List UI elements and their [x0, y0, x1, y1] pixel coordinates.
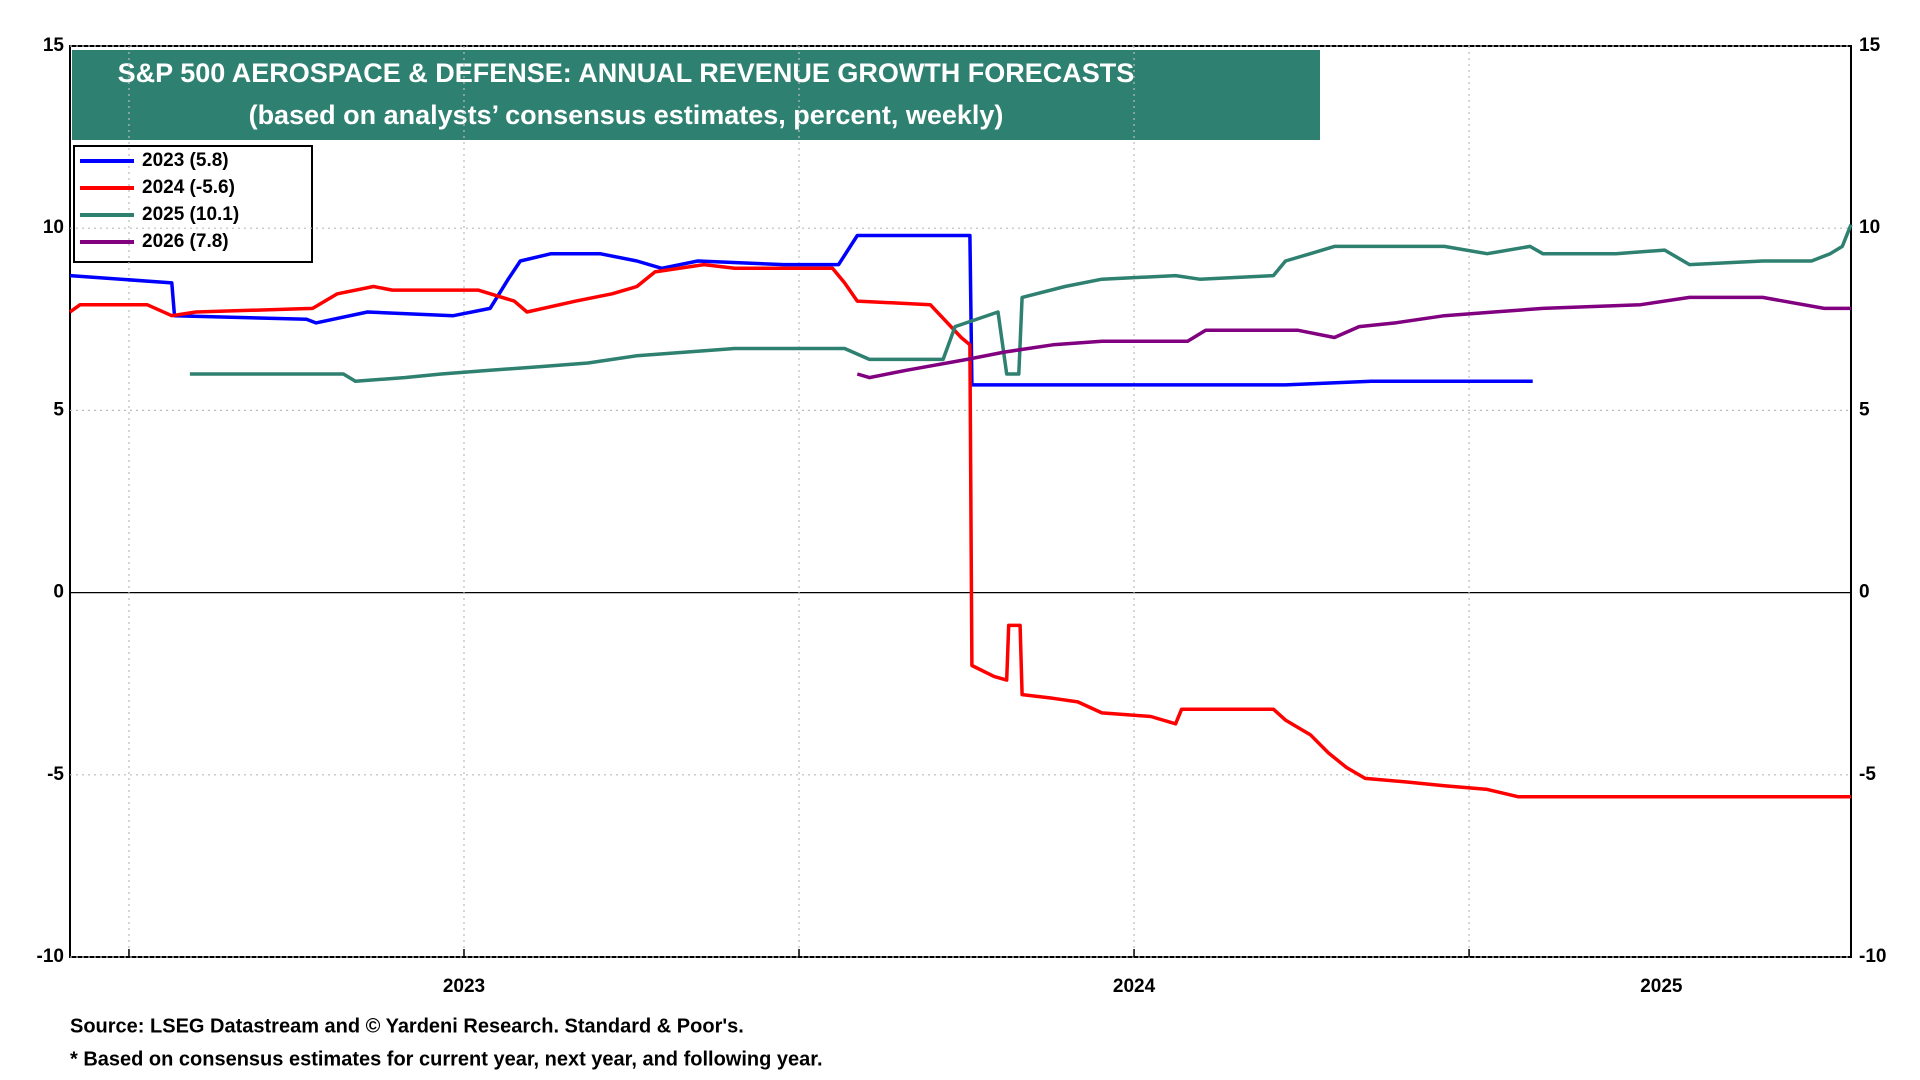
- series-line: [189, 223, 1853, 383]
- legend-label: 2023 (5.8): [142, 150, 229, 171]
- y2-tick-label: 15: [1859, 35, 1881, 56]
- legend-label: 2026 (7.8): [142, 231, 229, 252]
- y-tick-label: 5: [53, 399, 64, 420]
- y2-tick-label: 0: [1859, 582, 1870, 603]
- plot-frame: [69, 45, 1852, 958]
- series-line: [69, 233, 1533, 387]
- series-line: [856, 295, 1851, 380]
- y2-tick-label: -5: [1859, 764, 1876, 785]
- y2-tick-label: 5: [1859, 399, 1870, 420]
- x-tick-label: 2025: [1640, 976, 1683, 997]
- x-tick-label: 2023: [443, 976, 485, 997]
- chart-title: S&P 500 AEROSPACE & DEFENSE: ANNUAL REVE…: [118, 58, 1135, 88]
- y-tick-label: 0: [53, 582, 64, 603]
- legend-label: 2025 (10.1): [142, 204, 239, 225]
- y2-tick-label: -10: [1859, 946, 1886, 967]
- series-line: [68, 262, 1851, 799]
- title-box: [72, 50, 1320, 140]
- x-tick-label: 2024: [1113, 976, 1156, 997]
- y-tick-label: 10: [43, 217, 64, 238]
- y2-tick-label: 10: [1859, 217, 1880, 238]
- footnote: * Based on consensus estimates for curre…: [70, 1048, 823, 1070]
- y-tick-label: -5: [47, 764, 64, 785]
- y-tick-label: -10: [37, 946, 64, 967]
- footnote: Source: LSEG Datastream and © Yardeni Re…: [70, 1015, 744, 1037]
- legend-label: 2024 (-5.6): [142, 177, 235, 198]
- y-tick-label: 15: [43, 35, 65, 56]
- chart-subtitle: (based on analysts’ consensus estimates,…: [249, 100, 1004, 130]
